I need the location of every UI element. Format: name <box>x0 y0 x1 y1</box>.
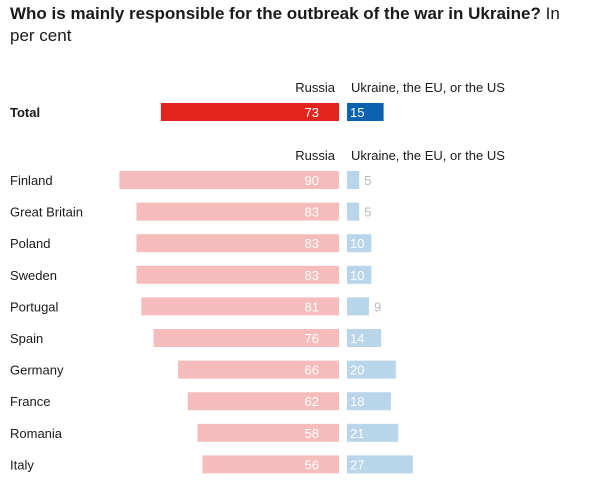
value-label-ukraine-eu-us-great-britain: 5 <box>364 205 371 220</box>
series-header-russia-total: Russia <box>295 80 336 95</box>
bar-russia-portugal <box>141 297 339 316</box>
value-label-ukraine-eu-us-poland: 10 <box>350 236 364 251</box>
category-label-sweden: Sweden <box>10 268 57 283</box>
bar-russia-poland <box>136 234 339 253</box>
value-label-russia-portugal: 81 <box>305 299 319 314</box>
bar-ukraine-eu-us-sweden <box>347 265 372 284</box>
category-label-total: Total <box>10 105 40 120</box>
bar-ukraine-eu-us-portugal <box>347 297 369 316</box>
value-label-ukraine-eu-us-italy: 27 <box>350 457 364 472</box>
value-label-ukraine-eu-us-spain: 14 <box>350 331 364 346</box>
bar-russia-italy <box>202 455 339 474</box>
value-label-russia-spain: 76 <box>305 331 319 346</box>
value-label-russia-great-britain: 83 <box>305 205 319 220</box>
bar-russia-germany <box>177 360 339 379</box>
category-label-france: France <box>10 394 50 409</box>
bar-russia-spain <box>153 329 339 347</box>
chart-subtitle: In per cent <box>10 4 560 45</box>
bar-ukraine-eu-us-germany <box>347 360 396 379</box>
value-label-ukraine-eu-us-germany: 20 <box>350 363 364 378</box>
value-label-ukraine-eu-us-romania: 21 <box>350 426 364 441</box>
category-label-poland: Poland <box>10 236 50 251</box>
bar-ukraine-eu-us-spain <box>347 329 382 347</box>
value-label-russia-germany: 66 <box>305 363 319 378</box>
value-label-ukraine-eu-us-france: 18 <box>350 394 364 409</box>
bar-ukraine-eu-us-finland <box>347 171 360 189</box>
value-label-russia-sweden: 83 <box>305 268 319 283</box>
category-label-finland: Finland <box>10 173 53 188</box>
value-label-russia-finland: 90 <box>305 173 319 188</box>
series-header-russia: Russia <box>295 148 336 163</box>
chart-title: Who is mainly responsible for the outbre… <box>10 4 541 23</box>
bar-ukraine-eu-us-poland <box>347 234 372 253</box>
series-header-ukraine-eu-us-total: Ukraine, the EU, or the US <box>351 80 505 95</box>
category-label-romania: Romania <box>10 426 63 441</box>
bar-ukraine-eu-us-italy <box>347 455 413 474</box>
bar-ukraine-eu-us-romania <box>347 423 399 442</box>
value-label-ukraine-eu-us-portugal: 9 <box>374 299 381 314</box>
value-label-russia-italy: 56 <box>305 457 319 472</box>
category-label-great-britain: Great Britain <box>10 205 83 220</box>
bar-ukraine-eu-us-france <box>347 392 391 411</box>
series-header-ukraine-eu-us: Ukraine, the EU, or the US <box>351 148 505 163</box>
value-label-russia-france: 62 <box>305 394 319 409</box>
value-label-ukraine-eu-us-finland: 5 <box>364 173 371 188</box>
chart-title-block: Who is mainly responsible for the outbre… <box>10 3 580 47</box>
category-label-germany: Germany <box>10 363 64 378</box>
bar-ukraine-eu-us-great-britain <box>347 202 360 221</box>
bar-russia-great-britain <box>136 202 339 221</box>
bar-russia-romania <box>197 423 339 442</box>
value-label-ukraine-eu-us-total: 15 <box>350 105 364 120</box>
value-label-russia-romania: 58 <box>305 426 319 441</box>
category-label-italy: Italy <box>10 457 34 472</box>
bar-russia-sweden <box>136 265 339 284</box>
value-label-russia-total: 73 <box>305 105 319 120</box>
bar-russia-france <box>187 392 339 411</box>
category-label-portugal: Portugal <box>10 299 59 314</box>
bar-russia-total <box>160 103 339 121</box>
category-label-spain: Spain <box>10 331 43 346</box>
value-label-russia-poland: 83 <box>305 236 319 251</box>
bar-ukraine-eu-us-total <box>347 103 384 121</box>
value-label-ukraine-eu-us-sweden: 10 <box>350 268 364 283</box>
bar-russia-finland <box>119 171 340 189</box>
